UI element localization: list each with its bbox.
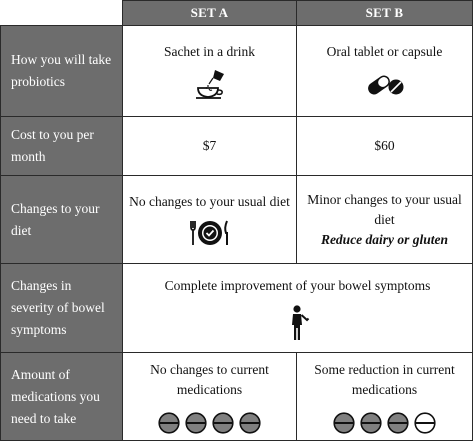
set-b-diet-text: Minor changes to your usual diet xyxy=(307,191,462,227)
set-a-medications-text: No changes to current medications xyxy=(150,361,269,397)
pill-icon xyxy=(185,411,207,434)
set-a-diet-text: No changes to your usual diet xyxy=(129,193,290,209)
pill-icon xyxy=(212,411,234,434)
set-a-header: SET A xyxy=(122,0,297,26)
pill-icon xyxy=(387,411,409,434)
attribute-row-medications: Amount of medications you need to take N… xyxy=(0,352,473,441)
severity-merged-text: Complete improvement of your bowel sympt… xyxy=(164,277,431,293)
attribute-row-cost: Cost to you per month $7 $60 xyxy=(0,116,473,176)
attribute-row-administration: How you will take probiotics Sachet in a… xyxy=(0,25,473,117)
set-b-administration-text: Oral tablet or capsule xyxy=(326,44,443,59)
pill-icon xyxy=(239,411,261,434)
pill-icon xyxy=(360,411,382,434)
row-label-medications: Amount of medications you need to take xyxy=(0,352,123,441)
set-b-medications-text: Some reduction in current medications xyxy=(314,361,455,397)
set-b-diet-cell: Minor changes to your usual diet Reduce … xyxy=(296,175,473,264)
set-b-diet-note: Reduce dairy or gluten xyxy=(320,231,449,247)
set-a-pill-row xyxy=(158,411,261,434)
set-a-administration-text: Sachet in a drink xyxy=(163,44,256,59)
row-label-severity: Changes in severity of bowel symptoms xyxy=(0,263,123,353)
set-a-cost-cell: $7 xyxy=(122,116,297,176)
set-b-cost-cell: $60 xyxy=(296,116,473,176)
set-b-medications-cell: Some reduction in current medications xyxy=(296,352,473,441)
set-b-pill-row xyxy=(333,411,436,434)
plate-cutlery-icon xyxy=(188,218,232,248)
pill-icon xyxy=(158,411,180,434)
sachet-drink-icon xyxy=(193,68,227,100)
set-b-header: SET B xyxy=(296,0,473,26)
row-label-administration: How you will take probiotics xyxy=(0,25,123,117)
row-label-cost: Cost to you per month xyxy=(0,116,123,176)
pill-icon-empty xyxy=(414,411,436,434)
set-a-medications-cell: No changes to current medications xyxy=(122,352,297,441)
pill-icon xyxy=(333,411,355,434)
attribute-row-diet: Changes to your diet No changes to your … xyxy=(0,175,473,264)
severity-merged-cell: Complete improvement of your bowel sympt… xyxy=(122,263,473,353)
set-b-administration-cell: Oral tablet or capsule xyxy=(296,25,473,117)
set-a-diet-cell: No changes to your usual diet xyxy=(122,175,297,264)
corner-blank-cell xyxy=(0,0,123,26)
attribute-row-severity: Changes in severity of bowel symptoms Co… xyxy=(0,263,473,353)
capsule-tablet-icon xyxy=(365,68,405,100)
row-label-diet: Changes to your diet xyxy=(0,175,123,264)
person-standing-icon xyxy=(285,304,311,341)
set-a-administration-cell: Sachet in a drink xyxy=(122,25,297,117)
